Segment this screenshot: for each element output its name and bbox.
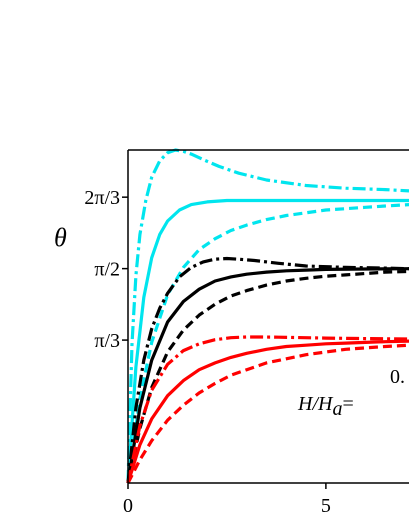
series-line-cyan-dashdot (126, 148, 409, 484)
x-tick-label: 0 (123, 495, 133, 517)
series-line-black-dashdot (126, 256, 409, 484)
x-tick-label: 5 (321, 495, 331, 517)
ratio-label-equals: = (342, 393, 353, 415)
partial-value-label: 0. (390, 366, 405, 388)
y-axis-title: θ (54, 223, 67, 252)
ratio-label: H/Ha= (297, 393, 354, 420)
ticks-layer: π/3 π/2 2π/3 0 5 (84, 187, 331, 517)
series-line-cyan-dashed (126, 203, 409, 484)
y-tick-label: π/2 (94, 259, 120, 281)
series-line-red-solid (126, 339, 409, 484)
series-line-black-solid (126, 267, 409, 484)
series-line-cyan-solid (126, 198, 409, 484)
y-tick-label: π/3 (94, 330, 120, 352)
y-tick-label: 2π/3 (84, 187, 120, 209)
series-line-red-dashed (126, 343, 409, 484)
series-line-red-dashdot (126, 335, 409, 484)
series-layer (126, 148, 409, 484)
ratio-label-subscript: a (332, 398, 342, 420)
series-line-black-dashed (126, 269, 409, 484)
ratio-label-main: H/H (297, 393, 334, 415)
